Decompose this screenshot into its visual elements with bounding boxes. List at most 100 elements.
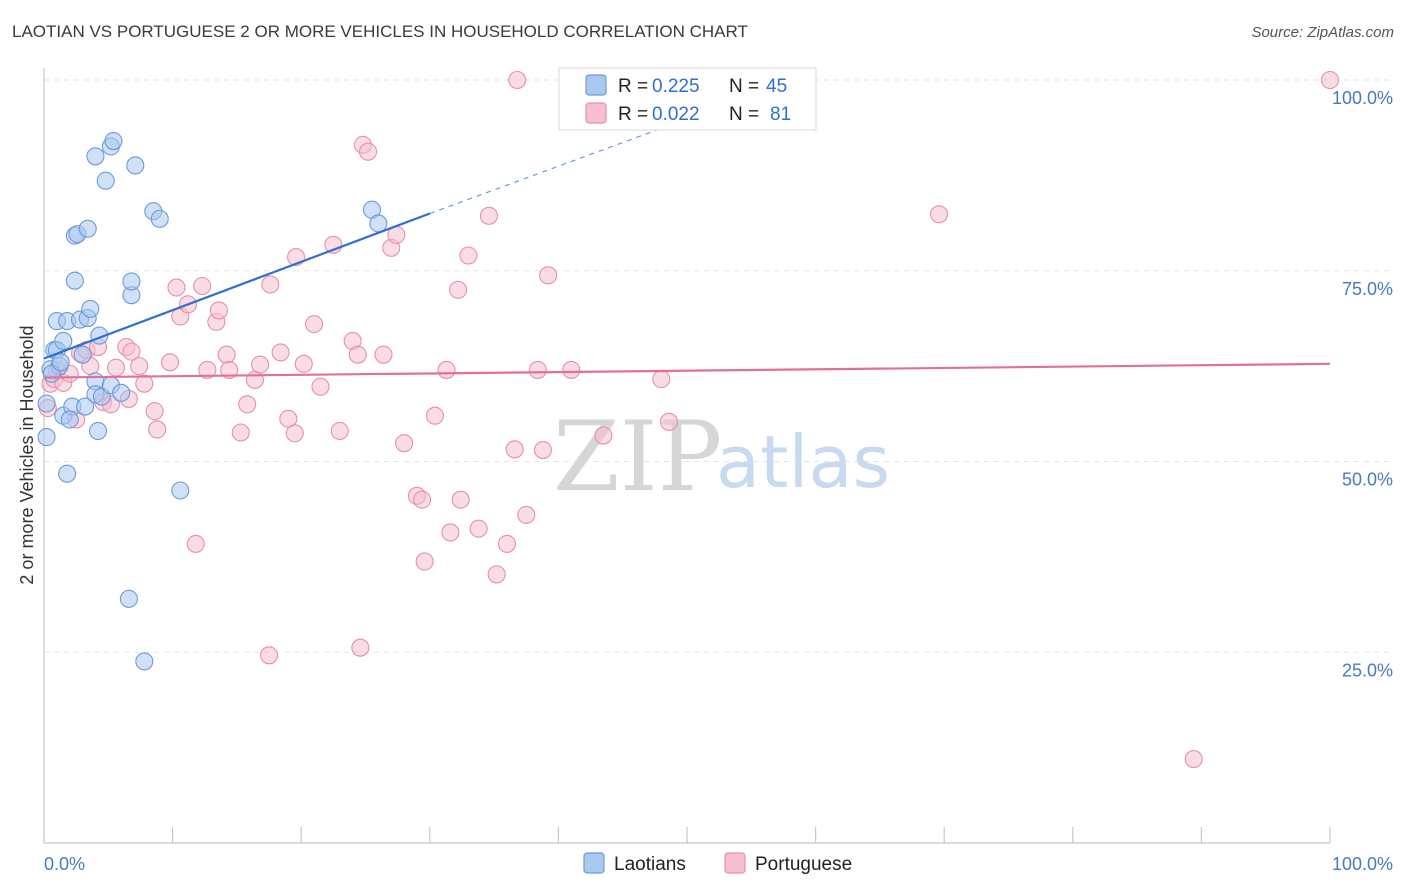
portuguese-point (305, 315, 324, 334)
laotian-point (88, 421, 108, 441)
watermark: ZIP atlas (553, 401, 890, 513)
y-tick-label: 100.0% (1332, 88, 1393, 108)
portuguese-point (145, 402, 164, 421)
legend-laotian-n-value: 45 (766, 76, 787, 97)
laotian-point (104, 131, 123, 151)
portuguese-point (487, 565, 506, 584)
laotian-point (81, 299, 100, 318)
y-tick-label: 50.0% (1342, 470, 1393, 490)
legend-portuguese-n-value: 81 (770, 104, 791, 125)
portuguese-point (220, 360, 239, 379)
top-legend: R = 0.225 N = 45 R = 0.022 N = 81 (558, 67, 817, 131)
x-tick-label-min: 0.0% (44, 854, 85, 874)
portuguese-point (451, 490, 470, 509)
portuguese-point (528, 360, 547, 379)
portuguese-point (539, 266, 558, 285)
laotian-point (135, 652, 154, 671)
portuguese-point (285, 424, 304, 443)
portuguese-point (294, 354, 313, 373)
laotian-point (122, 272, 141, 291)
portuguese-point (415, 552, 434, 571)
legend-portuguese-r-label: R = (618, 104, 648, 125)
portuguese-point (425, 406, 444, 425)
laotian-point (112, 383, 131, 402)
bottom-legend-laotians: Laotians (614, 854, 686, 875)
y-tick-labels: 25.0% 50.0% 75.0% 100.0% (1332, 88, 1393, 680)
watermark-atlas: atlas (716, 420, 890, 504)
portuguese-point (1320, 70, 1340, 90)
laotian-points (37, 131, 388, 671)
legend-laotian-n-label: N = (729, 76, 759, 97)
laotian-point (54, 331, 73, 350)
portuguese-point (1184, 750, 1203, 769)
laotian-point (86, 147, 105, 166)
laotian-point (119, 589, 138, 608)
laotian-point (369, 214, 388, 233)
portuguese-point (562, 360, 581, 379)
watermark-zip: ZIP (553, 401, 722, 513)
portuguese-point (351, 638, 370, 657)
bottom-legend-portuguese: Portuguese (755, 854, 852, 875)
legend-laotian-r-value: 0.225 (652, 76, 700, 97)
legend-swatch-laotian (585, 74, 607, 96)
portuguese-point (449, 280, 468, 299)
chart-title: LAOTIAN VS PORTUGUESE 2 OR MORE VEHICLES… (12, 22, 748, 41)
portuguese-point (106, 358, 126, 377)
portuguese-point (198, 360, 217, 379)
legend-laotian-r-label: R = (618, 76, 648, 97)
laotian-point (65, 271, 84, 290)
portuguese-point (160, 353, 180, 372)
portuguese-point (167, 278, 186, 297)
portuguese-point (359, 142, 378, 161)
laotian-point (37, 394, 56, 413)
legend-swatch-portuguese (585, 102, 607, 124)
portuguese-point (330, 421, 349, 441)
portuguese-point (652, 370, 671, 389)
portuguese-point (209, 301, 228, 320)
portuguese-point (217, 345, 236, 364)
portuguese-point (395, 434, 414, 453)
laotian-point (78, 219, 97, 238)
laotian-point (126, 156, 145, 175)
legend-portuguese-r-value: 0.022 (652, 104, 700, 125)
portuguese-point (374, 345, 393, 364)
portuguese-point (130, 357, 149, 376)
portuguese-point (311, 377, 330, 396)
legend-portuguese-n-label: N = (729, 104, 759, 125)
y-axis-label: 2 or more Vehicles in Household (17, 325, 37, 584)
portuguese-point (479, 206, 499, 225)
portuguese-point (261, 275, 280, 294)
laotian-point (58, 464, 77, 483)
laotian-point (73, 345, 92, 364)
bottom-legend-swatch-portuguese (724, 852, 746, 874)
portuguese-point (517, 505, 536, 524)
portuguese-point (459, 246, 478, 265)
laotian-point (37, 428, 56, 447)
portuguese-point (135, 374, 154, 393)
portuguese-point (186, 534, 205, 553)
bottom-legend: Laotians Portuguese (583, 852, 852, 875)
laotian-point (96, 171, 115, 190)
laotian-trend-line (43, 212, 431, 360)
y-tick-label: 75.0% (1342, 279, 1393, 299)
trend-lines (43, 94, 1331, 379)
x-tick-marks (43, 827, 1331, 843)
portuguese-point (469, 519, 488, 538)
laotian-trend-extension (429, 94, 752, 215)
portuguese-point (271, 343, 290, 362)
laotian-point (76, 397, 95, 416)
portuguese-point (533, 441, 553, 460)
bottom-legend-swatch-laotians (583, 852, 605, 874)
portuguese-point (238, 395, 257, 414)
portuguese-point (348, 345, 367, 364)
laotian-point (60, 410, 79, 429)
portuguese-point (497, 534, 517, 553)
portuguese-point (441, 523, 460, 542)
portuguese-point (508, 70, 527, 90)
portuguese-point (148, 420, 167, 439)
portuguese-point (122, 342, 141, 361)
portuguese-point (437, 360, 456, 379)
portuguese-point (413, 490, 432, 509)
portuguese-point (250, 355, 270, 374)
